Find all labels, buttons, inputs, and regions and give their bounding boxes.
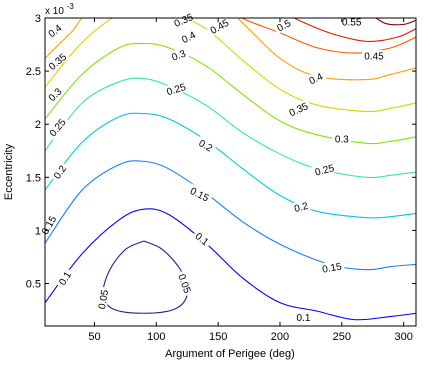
contour-lines	[45, 18, 416, 321]
contour-line-0_5	[293, 18, 416, 43]
y-axis-label: Eccentricity	[3, 143, 15, 200]
plot-background	[45, 18, 416, 326]
contour-label-mask	[95, 286, 111, 313]
x-tick-label: 300	[394, 331, 412, 343]
contour-label: 0.45	[364, 52, 384, 63]
y-tick-label: 0.5	[26, 279, 41, 291]
contour-label-group: 0.15	[318, 259, 345, 276]
contour-line-0_3	[45, 42, 416, 145]
contour-label-group: 0.2	[290, 198, 312, 215]
contour-label-group: 0.45	[361, 50, 387, 63]
contour-label-mask	[318, 259, 345, 275]
x-axis-ticks: 50 100 150 200 250 300	[88, 18, 413, 343]
contour-label-mask	[44, 114, 70, 140]
contour-line-0_2	[45, 112, 416, 219]
contour-label: 0.3	[335, 135, 349, 146]
contour-label-group: 0.05	[95, 286, 111, 313]
x-tick-label: 50	[88, 331, 100, 343]
contour-label-group: 0.4	[304, 69, 327, 88]
contour-label-mask	[304, 69, 327, 88]
contour-label-mask	[175, 269, 195, 297]
x-tick-label: 100	[147, 331, 165, 343]
contour-label: 0.05	[97, 289, 111, 311]
contour-label: 0.3	[171, 48, 188, 63]
contour-line-0_55	[375, 18, 416, 26]
contour-label: 0.25	[314, 163, 336, 179]
y-exponent-power: -3	[67, 2, 75, 11]
y-axis-ticks: 0.5 1 1.5 2 2.5 3	[26, 13, 416, 291]
y-tick-label: 1.5	[26, 172, 41, 184]
contour-label-mask	[332, 133, 352, 145]
contour-label-group: 0.55	[339, 16, 364, 29]
contour-label: 0.55	[342, 18, 362, 29]
contour-label-group: 0.3	[332, 133, 352, 146]
contour-label-mask	[195, 135, 217, 155]
contour-label-mask	[167, 46, 190, 64]
x-tick-label: 250	[333, 331, 351, 343]
y-tick-label: 1	[35, 225, 41, 237]
contour-label-mask	[43, 20, 66, 41]
contour-label-mask	[49, 160, 70, 183]
y-tick-label: 2.5	[26, 66, 41, 78]
y-tick-label: 2	[35, 119, 41, 131]
contour-label-mask	[361, 50, 387, 62]
contour-label-mask	[339, 16, 364, 28]
contour-label-mask	[311, 160, 338, 178]
contour-label-mask	[272, 15, 295, 35]
contour-label-mask	[294, 311, 313, 323]
contour-line-0_15	[45, 160, 416, 271]
y-exponent-base: x 10	[45, 6, 64, 17]
contour-label: 0.1	[297, 313, 311, 324]
contour-label-mask	[54, 267, 75, 289]
contour-line-0_25	[45, 77, 416, 179]
contour-line-0_1	[45, 208, 416, 321]
contour-label-mask	[37, 211, 60, 239]
contour-label-mask	[186, 183, 214, 205]
contour-label-group: 0.3	[167, 46, 190, 64]
contour-label-mask	[177, 27, 200, 46]
contour-label: 0.15	[322, 261, 344, 275]
contour-label-group: 0.25	[311, 160, 338, 179]
contour-line-0_05	[102, 240, 188, 314]
contour-label-mask	[169, 9, 197, 30]
x-tick-label: 200	[271, 331, 289, 343]
y-exponent-label: x 10 -3	[45, 2, 74, 17]
contour-label-mask	[44, 49, 70, 74]
contour-label-mask	[205, 15, 233, 37]
y-tick-label: 3	[35, 13, 41, 25]
contour-label-mask	[191, 228, 214, 249]
contour-label-mask	[290, 198, 312, 215]
x-tick-label: 150	[209, 331, 227, 343]
contour-label: 0.4	[308, 71, 326, 87]
contour-label-mask	[284, 98, 312, 119]
x-axis-label: Argument of Perigee (deg)	[165, 348, 295, 360]
contour-line-0_45	[240, 18, 416, 54]
contour-label-mask	[162, 79, 190, 98]
contour-labels: 0.050.050.10.10.10.150.150.150.20.20.20.…	[37, 9, 387, 324]
contour-line-0_35	[45, 18, 416, 113]
contour-label-group: 0.1	[294, 311, 313, 324]
contour-label-mask	[44, 83, 66, 105]
contour-label: 0.2	[293, 201, 310, 215]
plot-frame	[44, 17, 417, 327]
